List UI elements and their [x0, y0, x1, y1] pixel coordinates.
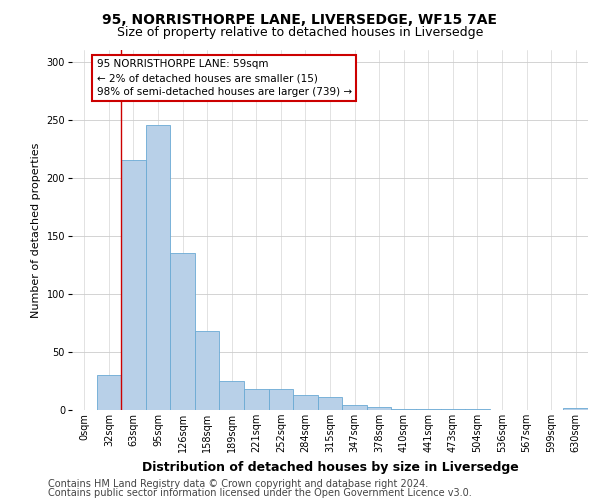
Y-axis label: Number of detached properties: Number of detached properties: [31, 142, 41, 318]
Bar: [220, 381, 244, 410]
Text: Contains public sector information licensed under the Open Government Licence v3: Contains public sector information licen…: [48, 488, 472, 498]
Bar: [318, 397, 342, 410]
Bar: [416, 409, 440, 410]
Bar: [97, 375, 121, 410]
Bar: [440, 409, 465, 410]
Bar: [195, 331, 220, 410]
Bar: [563, 408, 588, 410]
Text: Contains HM Land Registry data © Crown copyright and database right 2024.: Contains HM Land Registry data © Crown c…: [48, 479, 428, 489]
Text: Size of property relative to detached houses in Liversedge: Size of property relative to detached ho…: [117, 26, 483, 39]
Bar: [121, 160, 146, 410]
Bar: [293, 395, 318, 410]
X-axis label: Distribution of detached houses by size in Liversedge: Distribution of detached houses by size …: [142, 460, 518, 473]
Bar: [170, 253, 195, 410]
Text: 95 NORRISTHORPE LANE: 59sqm
← 2% of detached houses are smaller (15)
98% of semi: 95 NORRISTHORPE LANE: 59sqm ← 2% of deta…: [97, 60, 352, 98]
Bar: [269, 389, 293, 410]
Bar: [244, 389, 269, 410]
Bar: [465, 409, 490, 410]
Bar: [146, 126, 170, 410]
Bar: [342, 406, 367, 410]
Bar: [391, 409, 416, 410]
Text: 95, NORRISTHORPE LANE, LIVERSEDGE, WF15 7AE: 95, NORRISTHORPE LANE, LIVERSEDGE, WF15 …: [103, 12, 497, 26]
Bar: [367, 406, 391, 410]
